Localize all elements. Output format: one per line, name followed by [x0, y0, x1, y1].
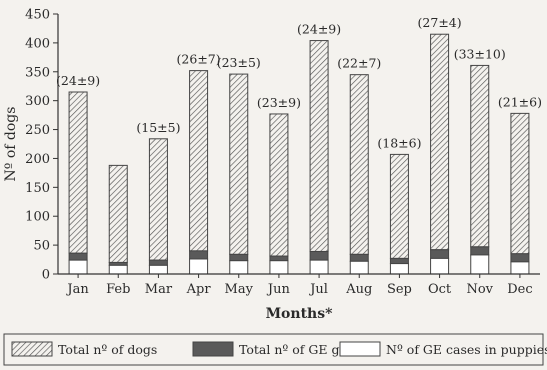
bar-ge-puppies — [189, 258, 209, 275]
bar-total-dogs — [108, 164, 128, 263]
bar-ge-cases — [430, 249, 450, 259]
x-axis: Jan Feb Mar Apr May Jun Jul Aug Sep Oct Nov Dec Mont… — [58, 273, 540, 322]
legend-label: Total nº of dogs — [58, 342, 157, 357]
x-tick-label: Sep — [387, 282, 412, 297]
x-axis-title: Months* — [266, 306, 334, 322]
x-tick-label: Apr — [186, 282, 212, 297]
y-tick-label: 150 — [25, 181, 50, 196]
bar-ge-puppies — [510, 261, 530, 275]
y-tick-label: 350 — [25, 65, 50, 80]
bar-ge-cases — [510, 253, 530, 263]
bar-total-dogs — [269, 113, 289, 257]
x-tick-label: Feb — [106, 282, 130, 297]
legend-swatch-ge-puppies — [339, 341, 381, 357]
data-label: (21±6) — [498, 94, 542, 109]
bar-total-dogs — [189, 70, 209, 252]
bar-total-dogs — [349, 74, 369, 255]
legend-box — [3, 333, 544, 366]
y-tick-label: 50 — [33, 239, 50, 254]
y-tick-label: 200 — [25, 152, 50, 167]
y-tick-label: 400 — [25, 36, 50, 51]
bar-ge-cases — [309, 250, 329, 261]
y-axis: 0 50 100 150 200 250 300 350 400 450 Nº of dogs — [3, 8, 59, 283]
bar-ge-puppies — [470, 254, 490, 275]
y-tick-label: 450 — [25, 8, 50, 23]
x-tick-label: Nov — [466, 282, 493, 297]
bar-ge-puppies — [309, 259, 329, 275]
bar-ge-puppies — [68, 259, 88, 275]
y-tick-label: 250 — [25, 123, 50, 138]
data-label: (23±5) — [217, 55, 261, 70]
data-label: (27±4) — [418, 15, 462, 30]
bar-ge-cases — [148, 259, 168, 266]
bar-ge-cases — [349, 253, 369, 262]
bar-ge-cases — [269, 255, 289, 262]
legend-swatch-total-dogs — [11, 341, 53, 357]
x-tick-label: Dec — [507, 282, 532, 297]
legend-label: Nº of GE cases in puppies — [386, 342, 547, 357]
bar-ge-puppies — [229, 260, 249, 275]
data-label: (22±7) — [337, 56, 381, 71]
bar-total-dogs — [309, 40, 329, 252]
y-tick-label: 300 — [25, 94, 50, 109]
bar-ge-cases — [68, 252, 88, 261]
x-tick-label: Jun — [266, 282, 291, 297]
bar-ge-puppies — [430, 257, 450, 275]
bar-ge-cases — [389, 257, 409, 265]
y-tick-label: 100 — [25, 210, 50, 225]
bar-total-dogs — [148, 138, 168, 261]
x-tick-label: May — [225, 282, 254, 297]
bar-ge-puppies — [148, 264, 168, 275]
bar-total-dogs — [229, 73, 249, 255]
y-tick-label: 0 — [42, 268, 50, 283]
bar-ge-cases — [229, 253, 249, 262]
bar-ge-puppies — [349, 260, 369, 275]
bar-ge-puppies — [108, 264, 128, 275]
bar-total-dogs — [510, 112, 530, 255]
x-tick-label: Aug — [345, 282, 372, 297]
x-tick-label: Jan — [65, 282, 89, 297]
bar-ge-puppies — [269, 260, 289, 275]
data-label: (33±10) — [454, 46, 506, 61]
data-label: (18±6) — [377, 135, 421, 150]
bar-total-dogs — [430, 33, 450, 251]
data-label: (15±5) — [136, 120, 180, 135]
bar-total-dogs — [470, 64, 490, 248]
data-label: (24±9) — [297, 22, 341, 37]
x-tick-label: Oct — [428, 282, 452, 297]
bar-total-dogs — [389, 153, 409, 259]
x-tick-label: Jul — [308, 282, 328, 297]
legend: Total nº of dogs Total nº of GE gases Nº o… — [3, 333, 547, 366]
data-label: (23±9) — [257, 95, 301, 110]
data-label: (24±9) — [56, 73, 100, 88]
bar-ge-puppies — [389, 263, 409, 275]
bar-total-dogs — [68, 91, 88, 254]
bar-ge-cases — [189, 250, 209, 260]
data-label: (26±7) — [177, 52, 221, 67]
x-tick-label: Mar — [145, 282, 173, 297]
legend-swatch-ge-cases — [192, 341, 234, 357]
bar-ge-cases — [470, 246, 490, 256]
y-axis-title: Nº of dogs — [3, 107, 19, 182]
bars: (24±9) (15±5) (26±7)(23±5) (23±9) (24±9) (22±… — [56, 15, 542, 275]
legend-label: Total nº of GE gases — [239, 342, 367, 357]
